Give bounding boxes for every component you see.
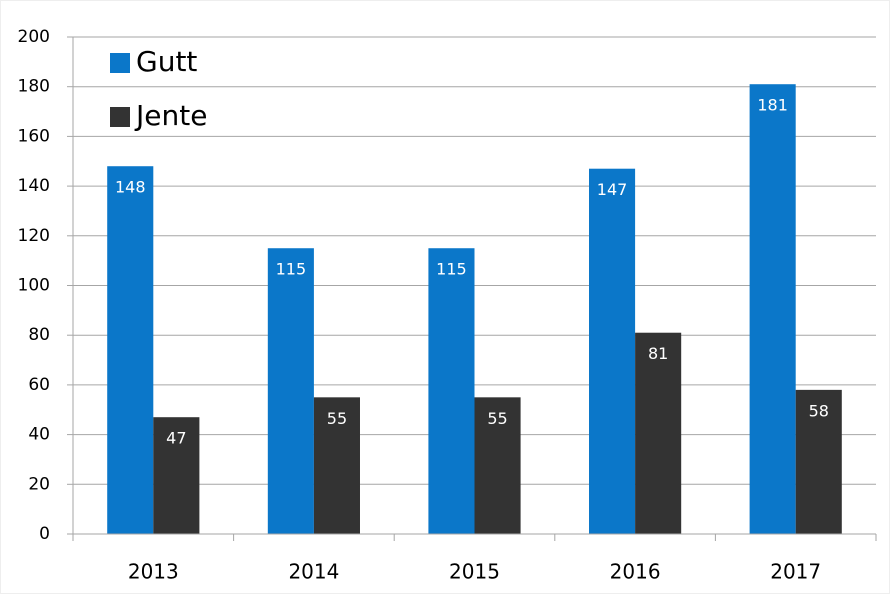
y-tick-label: 80 xyxy=(28,325,50,345)
legend-swatch xyxy=(110,107,130,127)
legend-label: Gutt xyxy=(136,45,197,78)
bar xyxy=(313,397,360,534)
data-label: 115 xyxy=(436,260,467,279)
data-label: 148 xyxy=(115,178,146,197)
data-label: 181 xyxy=(757,96,788,115)
x-tick-label: 2016 xyxy=(610,560,661,584)
x-tick-label: 2015 xyxy=(449,560,500,584)
data-label: 81 xyxy=(648,344,668,363)
bar xyxy=(153,417,200,534)
y-tick-label: 20 xyxy=(28,474,50,494)
bar xyxy=(474,397,521,534)
data-label: 55 xyxy=(327,409,347,428)
legend-label: Jente xyxy=(134,99,207,132)
y-tick-label: 160 xyxy=(18,126,50,146)
bar xyxy=(267,248,314,534)
y-tick-label: 140 xyxy=(18,176,50,196)
bar xyxy=(635,332,682,534)
y-tick-label: 180 xyxy=(18,77,50,97)
legend-swatch xyxy=(110,53,130,73)
x-tick-label: 2013 xyxy=(128,560,179,584)
y-tick-label: 100 xyxy=(18,276,50,296)
y-tick-label: 40 xyxy=(28,425,50,445)
bar xyxy=(589,168,636,534)
bar xyxy=(107,166,154,534)
y-tick-label: 60 xyxy=(28,375,50,395)
data-label: 58 xyxy=(809,401,829,420)
y-tick-label: 200 xyxy=(18,27,50,47)
bar xyxy=(795,389,842,534)
bar xyxy=(428,248,475,534)
x-tick-label: 2014 xyxy=(288,560,339,584)
data-label: 115 xyxy=(276,260,307,279)
y-tick-label: 120 xyxy=(18,226,50,246)
data-label: 47 xyxy=(166,429,186,448)
x-tick-label: 2017 xyxy=(770,560,821,584)
data-label: 55 xyxy=(487,409,507,428)
y-tick-label: 0 xyxy=(39,524,50,544)
bar xyxy=(749,84,796,534)
data-label: 147 xyxy=(597,180,628,199)
